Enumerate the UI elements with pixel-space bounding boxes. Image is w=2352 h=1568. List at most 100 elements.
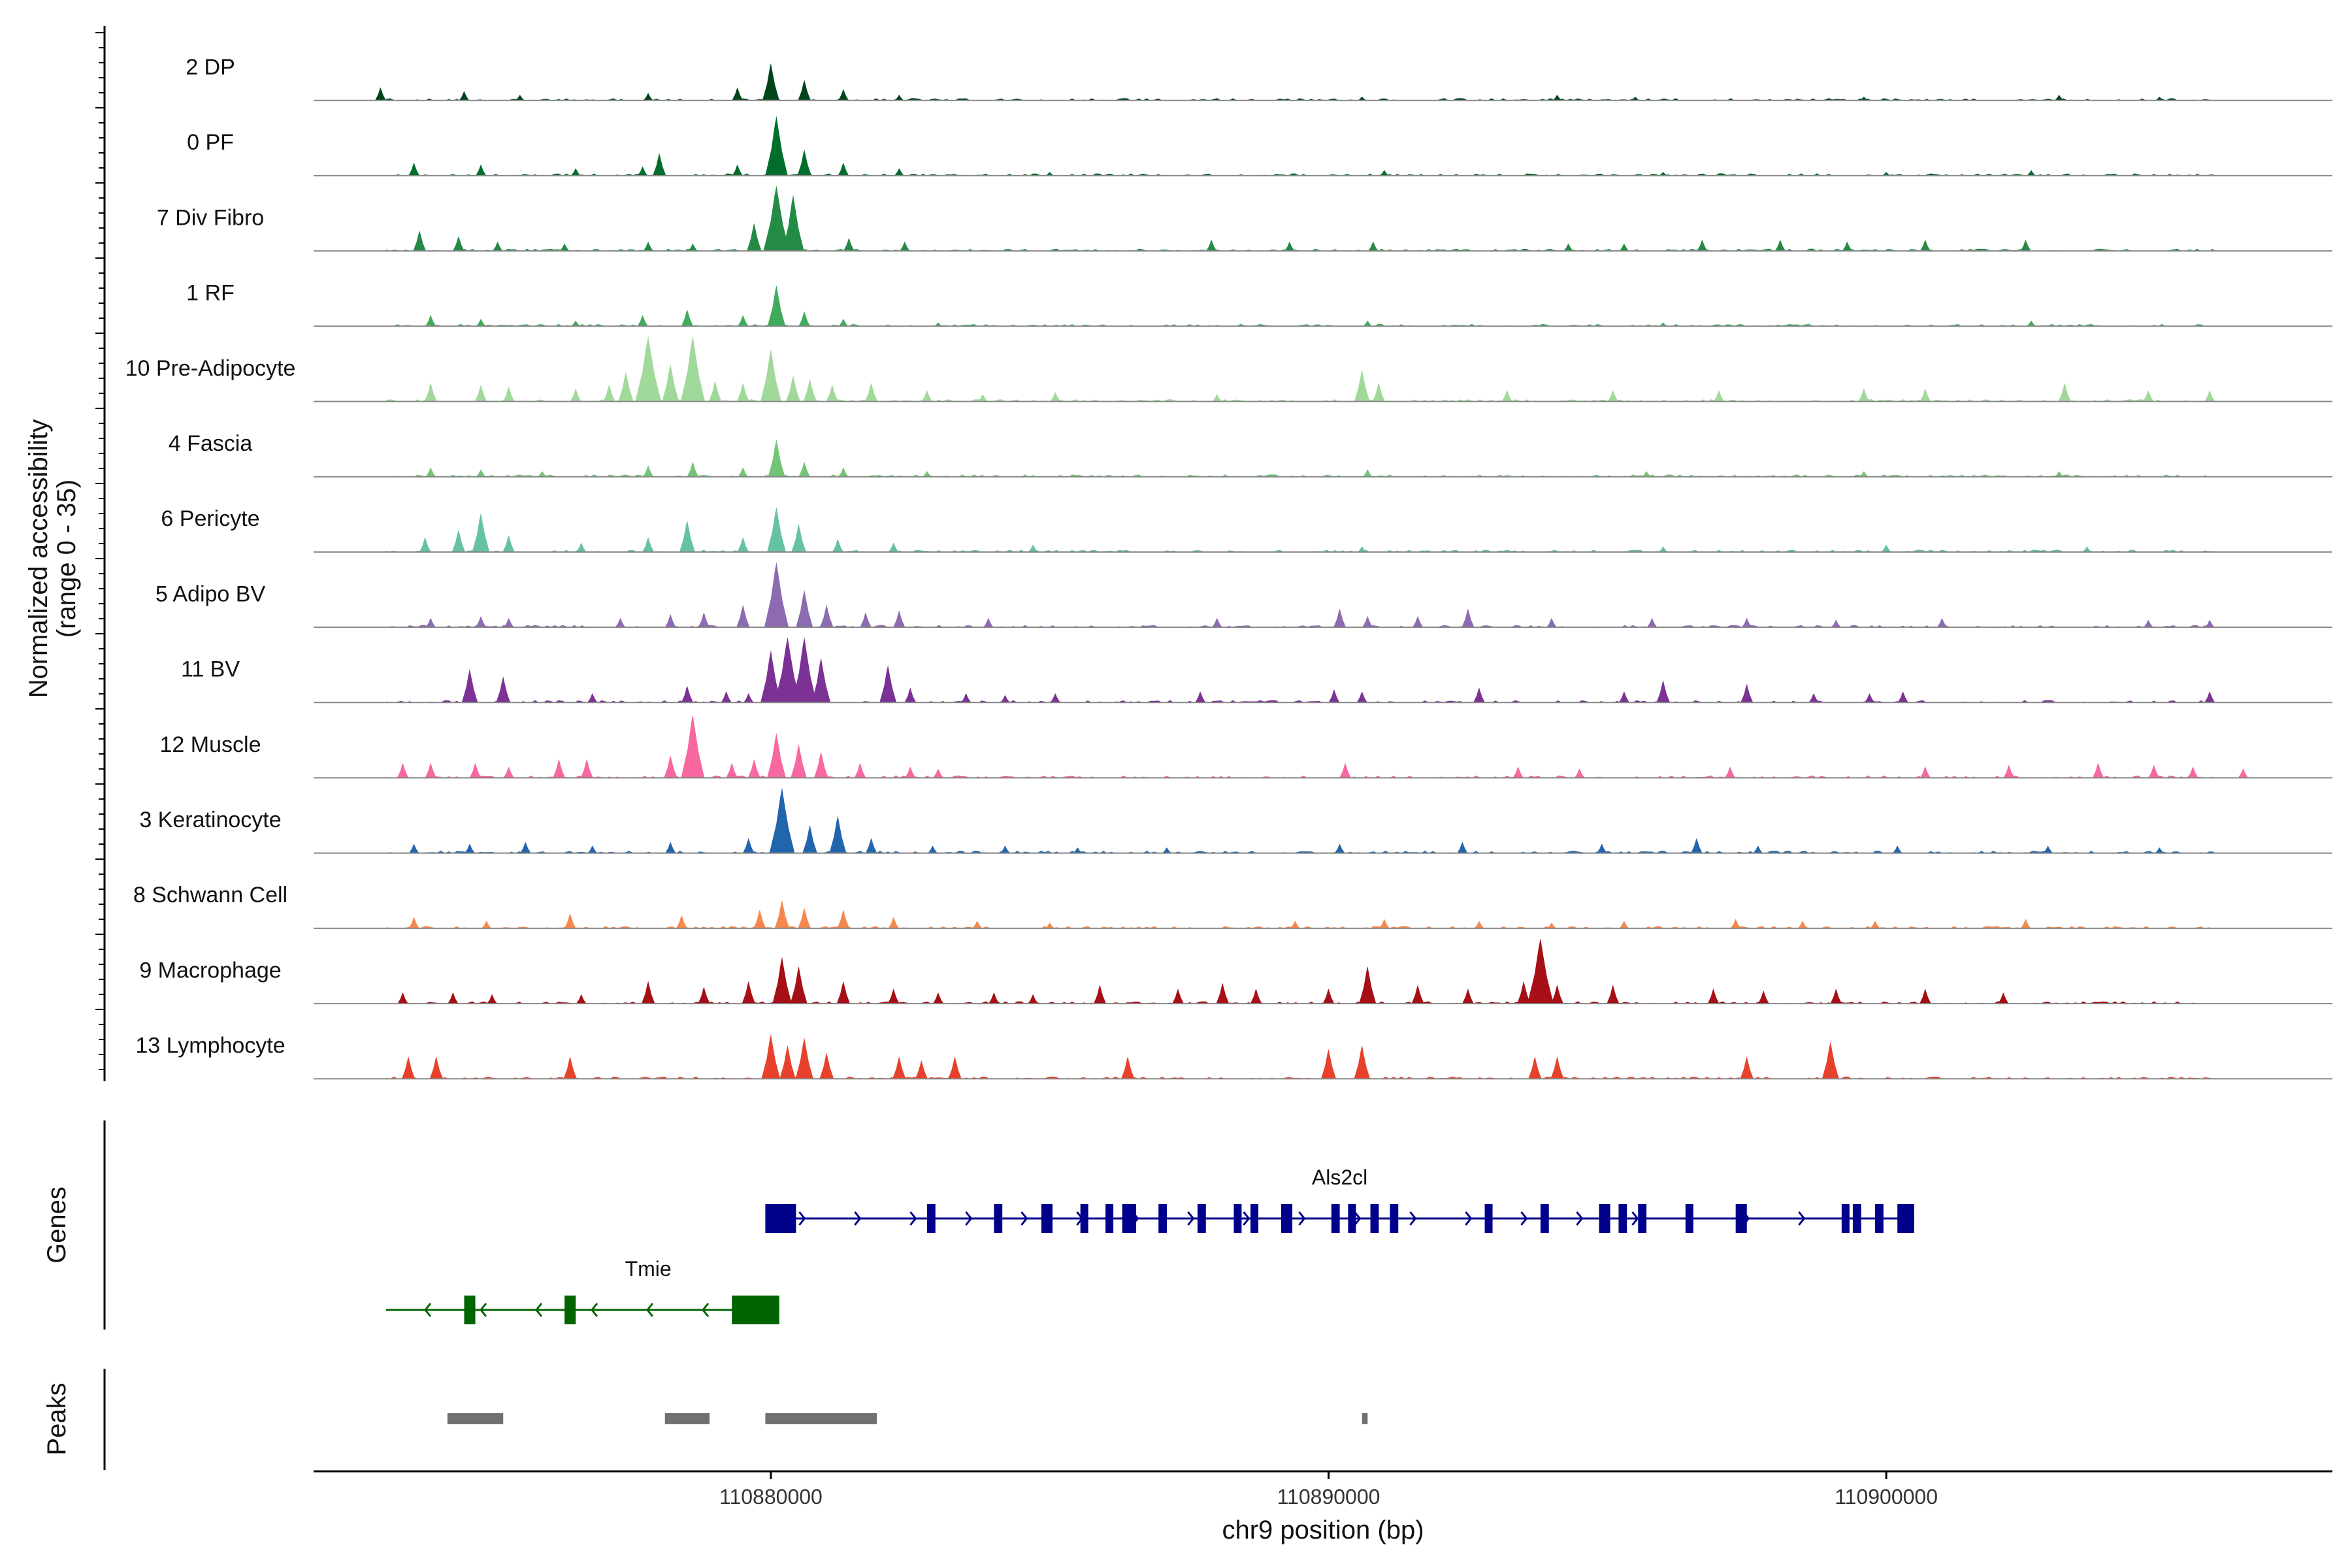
track-label: 0 PF	[187, 130, 234, 155]
track-peak	[408, 843, 419, 853]
track-peak	[1740, 683, 1754, 703]
track-peak	[635, 336, 662, 402]
strand-arrow-icon	[1409, 1211, 1417, 1226]
track-peak	[767, 732, 786, 778]
track-peak	[838, 318, 849, 327]
track-peak	[2020, 240, 2031, 252]
track-peak	[887, 988, 900, 1004]
track-peak	[503, 766, 514, 778]
track-peak	[1740, 1056, 1754, 1079]
track-peak	[487, 994, 497, 1004]
track-peak	[1328, 689, 1340, 703]
track-peak	[1646, 617, 1658, 628]
track-peak	[1774, 240, 1786, 252]
track-peak	[643, 241, 653, 252]
track-peak	[972, 921, 983, 928]
track-label: 10 Pre-Adipocyte	[125, 356, 296, 381]
track-5: 4 Fascia	[169, 431, 2332, 478]
track-peak	[772, 956, 792, 1004]
track-peak	[587, 693, 598, 703]
track-label: 13 Lymphocyte	[135, 1034, 285, 1058]
track-peak	[888, 917, 899, 928]
track-peak	[1707, 988, 1720, 1004]
exon	[1080, 1204, 1088, 1233]
track-peak	[472, 512, 490, 552]
track-peak	[1607, 390, 1618, 402]
exon	[564, 1296, 576, 1324]
track-peak	[680, 336, 705, 402]
track-peak	[798, 907, 811, 928]
track-peak	[397, 762, 409, 778]
track-peak	[476, 616, 487, 628]
track-peak	[2082, 546, 2092, 552]
track-peak	[1162, 847, 1171, 853]
track-peak	[1691, 838, 1703, 853]
strand-arrow-icon	[798, 1211, 806, 1226]
track-label: 12 Muscle	[160, 732, 261, 757]
track-peak	[397, 992, 408, 1004]
track-peak	[2238, 768, 2249, 778]
track-peak	[375, 87, 386, 101]
track-peak	[743, 838, 755, 853]
track-peak	[791, 524, 806, 552]
strand-arrow-icon	[535, 1303, 543, 1317]
track-peak	[503, 386, 515, 402]
exon	[926, 1204, 936, 1233]
track-peak	[1527, 938, 1554, 1004]
track-peak	[798, 311, 810, 327]
track-peak	[679, 520, 695, 552]
track-peak	[520, 841, 531, 853]
strand-arrow-icon	[1798, 1211, 1806, 1226]
track-peak	[782, 195, 804, 252]
track-peak	[894, 95, 904, 101]
track-peak	[1354, 1045, 1371, 1079]
track-peak	[1362, 616, 1373, 628]
track-peak	[760, 349, 781, 402]
exon	[1852, 1204, 1861, 1233]
track-label: 3 Keratinocyte	[139, 808, 281, 832]
track-peak	[1725, 766, 1736, 778]
track-peak	[653, 153, 666, 176]
track-peak	[836, 981, 851, 1004]
track-peak	[1322, 988, 1335, 1004]
track-peak	[1546, 617, 1557, 628]
track-peak	[767, 507, 786, 552]
coverage-y-ticks	[95, 32, 105, 1070]
track-peak	[1656, 680, 1670, 703]
track-peak	[1821, 1041, 1839, 1079]
track-peak	[1372, 382, 1385, 402]
track-peak	[676, 915, 687, 928]
track-peak	[1550, 1056, 1564, 1079]
track-peak	[1753, 845, 1763, 853]
track-peak	[928, 845, 938, 853]
track-peak	[742, 981, 755, 1004]
x-axis-ticks: 110880000 110890000 110900000	[719, 1471, 1938, 1509]
track-peak	[1597, 843, 1607, 853]
track-7: 5 Adipo BV	[155, 562, 2332, 629]
track-peak	[708, 381, 722, 402]
track-peak	[791, 744, 807, 778]
x-tick-label: 110880000	[719, 1485, 823, 1509]
gene-tmie: Tmie	[385, 1257, 779, 1324]
track-peak	[767, 285, 786, 327]
track-peak	[1658, 546, 1668, 552]
track-peak	[1859, 97, 1869, 101]
track-peak	[763, 186, 790, 252]
track-peak	[1250, 988, 1262, 1004]
track-peak	[933, 768, 943, 778]
track-peak	[753, 909, 766, 928]
peaks-panel-title: Peaks	[42, 1382, 71, 1455]
track-peak	[453, 236, 465, 252]
track-peak	[786, 375, 800, 402]
track-peak	[1528, 1056, 1542, 1079]
track-peak	[892, 1056, 906, 1079]
track-peak	[837, 909, 850, 928]
track-peak	[795, 1037, 813, 1079]
strand-arrow-icon	[1243, 1211, 1250, 1226]
track-peak	[664, 755, 678, 778]
track-peak	[1870, 921, 1880, 928]
track-peak	[482, 921, 491, 928]
track-peak	[570, 168, 581, 176]
track-peak	[2155, 847, 2164, 853]
track-label: 6 Pericyte	[161, 506, 259, 531]
